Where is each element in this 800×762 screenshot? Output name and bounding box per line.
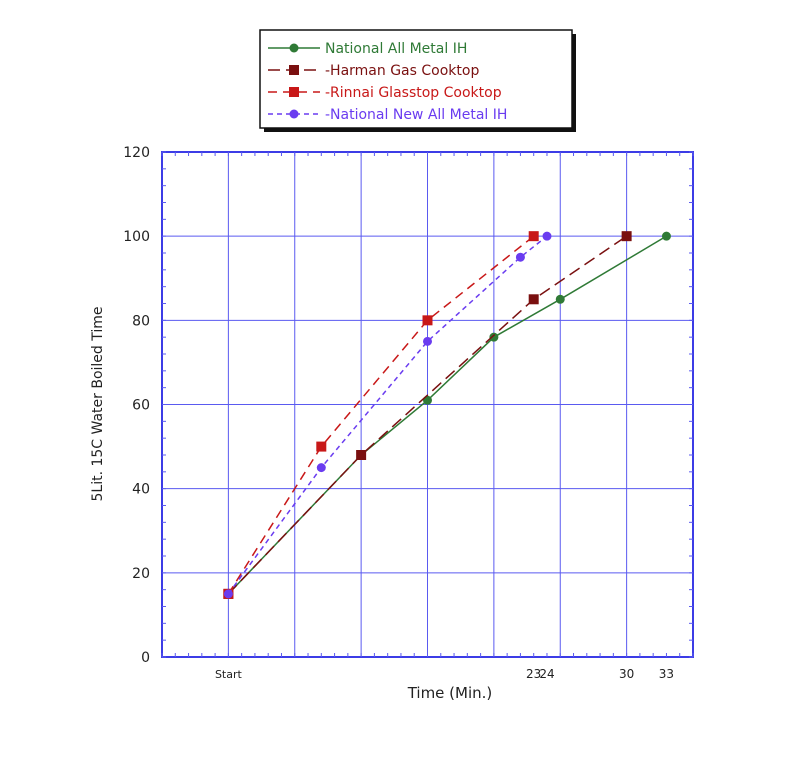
legend-label: -National New All Metal IH [325,107,507,123]
series-line [227,235,548,595]
data-point [423,336,432,346]
series-group [223,231,671,599]
legend-marker [289,109,299,119]
series-line [227,235,535,595]
data-point [528,294,539,305]
x-tick-label: Start [215,668,243,681]
legend-label: -Harman Gas Cooktop [325,63,479,79]
data-point [316,463,326,473]
data-point [621,231,632,242]
x-axis-label: Time (Min.) [407,684,493,702]
data-point [555,294,565,304]
data-point [542,231,552,241]
legend-marker [289,43,299,53]
legend: National All Metal IH -Harman Gas Cooktop… [259,29,576,132]
series-line [227,235,628,595]
y-axis-label: 5Lit. 15C Water Boiled Time [90,306,106,501]
data-point [661,231,671,241]
legend-box [259,29,573,129]
y-tick-label: 60 [132,398,150,414]
legend-item: -Harman Gas Cooktop [268,63,479,79]
y-tick-label: 40 [132,482,150,498]
data-point [356,450,367,460]
legend-label: -Rinnai Glasstop Cooktop [325,85,502,101]
data-point [489,332,499,342]
data-point [422,315,433,326]
x-tick-label: 24 [539,667,554,681]
data-point [528,231,539,242]
series-national-new-all-metal-ih [223,231,552,599]
series-line [227,235,667,595]
legend-marker [289,87,299,97]
y-tick-label: 120 [123,145,150,161]
legend-label: National All Metal IH [325,41,467,57]
legend-item: -Rinnai Glasstop Cooktop [268,85,502,101]
y-tick-label: 80 [132,313,150,329]
data-point [316,441,327,452]
data-point [223,589,233,599]
x-tick-label: 30 [619,667,634,681]
y-tick-label: 0 [141,650,150,666]
y-tick-label: 20 [132,566,150,582]
legend-item: National All Metal IH [268,41,467,57]
data-point [515,252,525,262]
x-tick-label: 33 [659,667,674,681]
legend-item: -National New All Metal IH [268,107,507,123]
series-national-all-metal-ih [223,231,671,599]
x-tick-label: 23 [526,667,541,681]
y-tick-label: 100 [123,229,150,245]
series-rinnai-glasstop-cooktop [223,231,539,599]
legend-marker [289,65,299,75]
